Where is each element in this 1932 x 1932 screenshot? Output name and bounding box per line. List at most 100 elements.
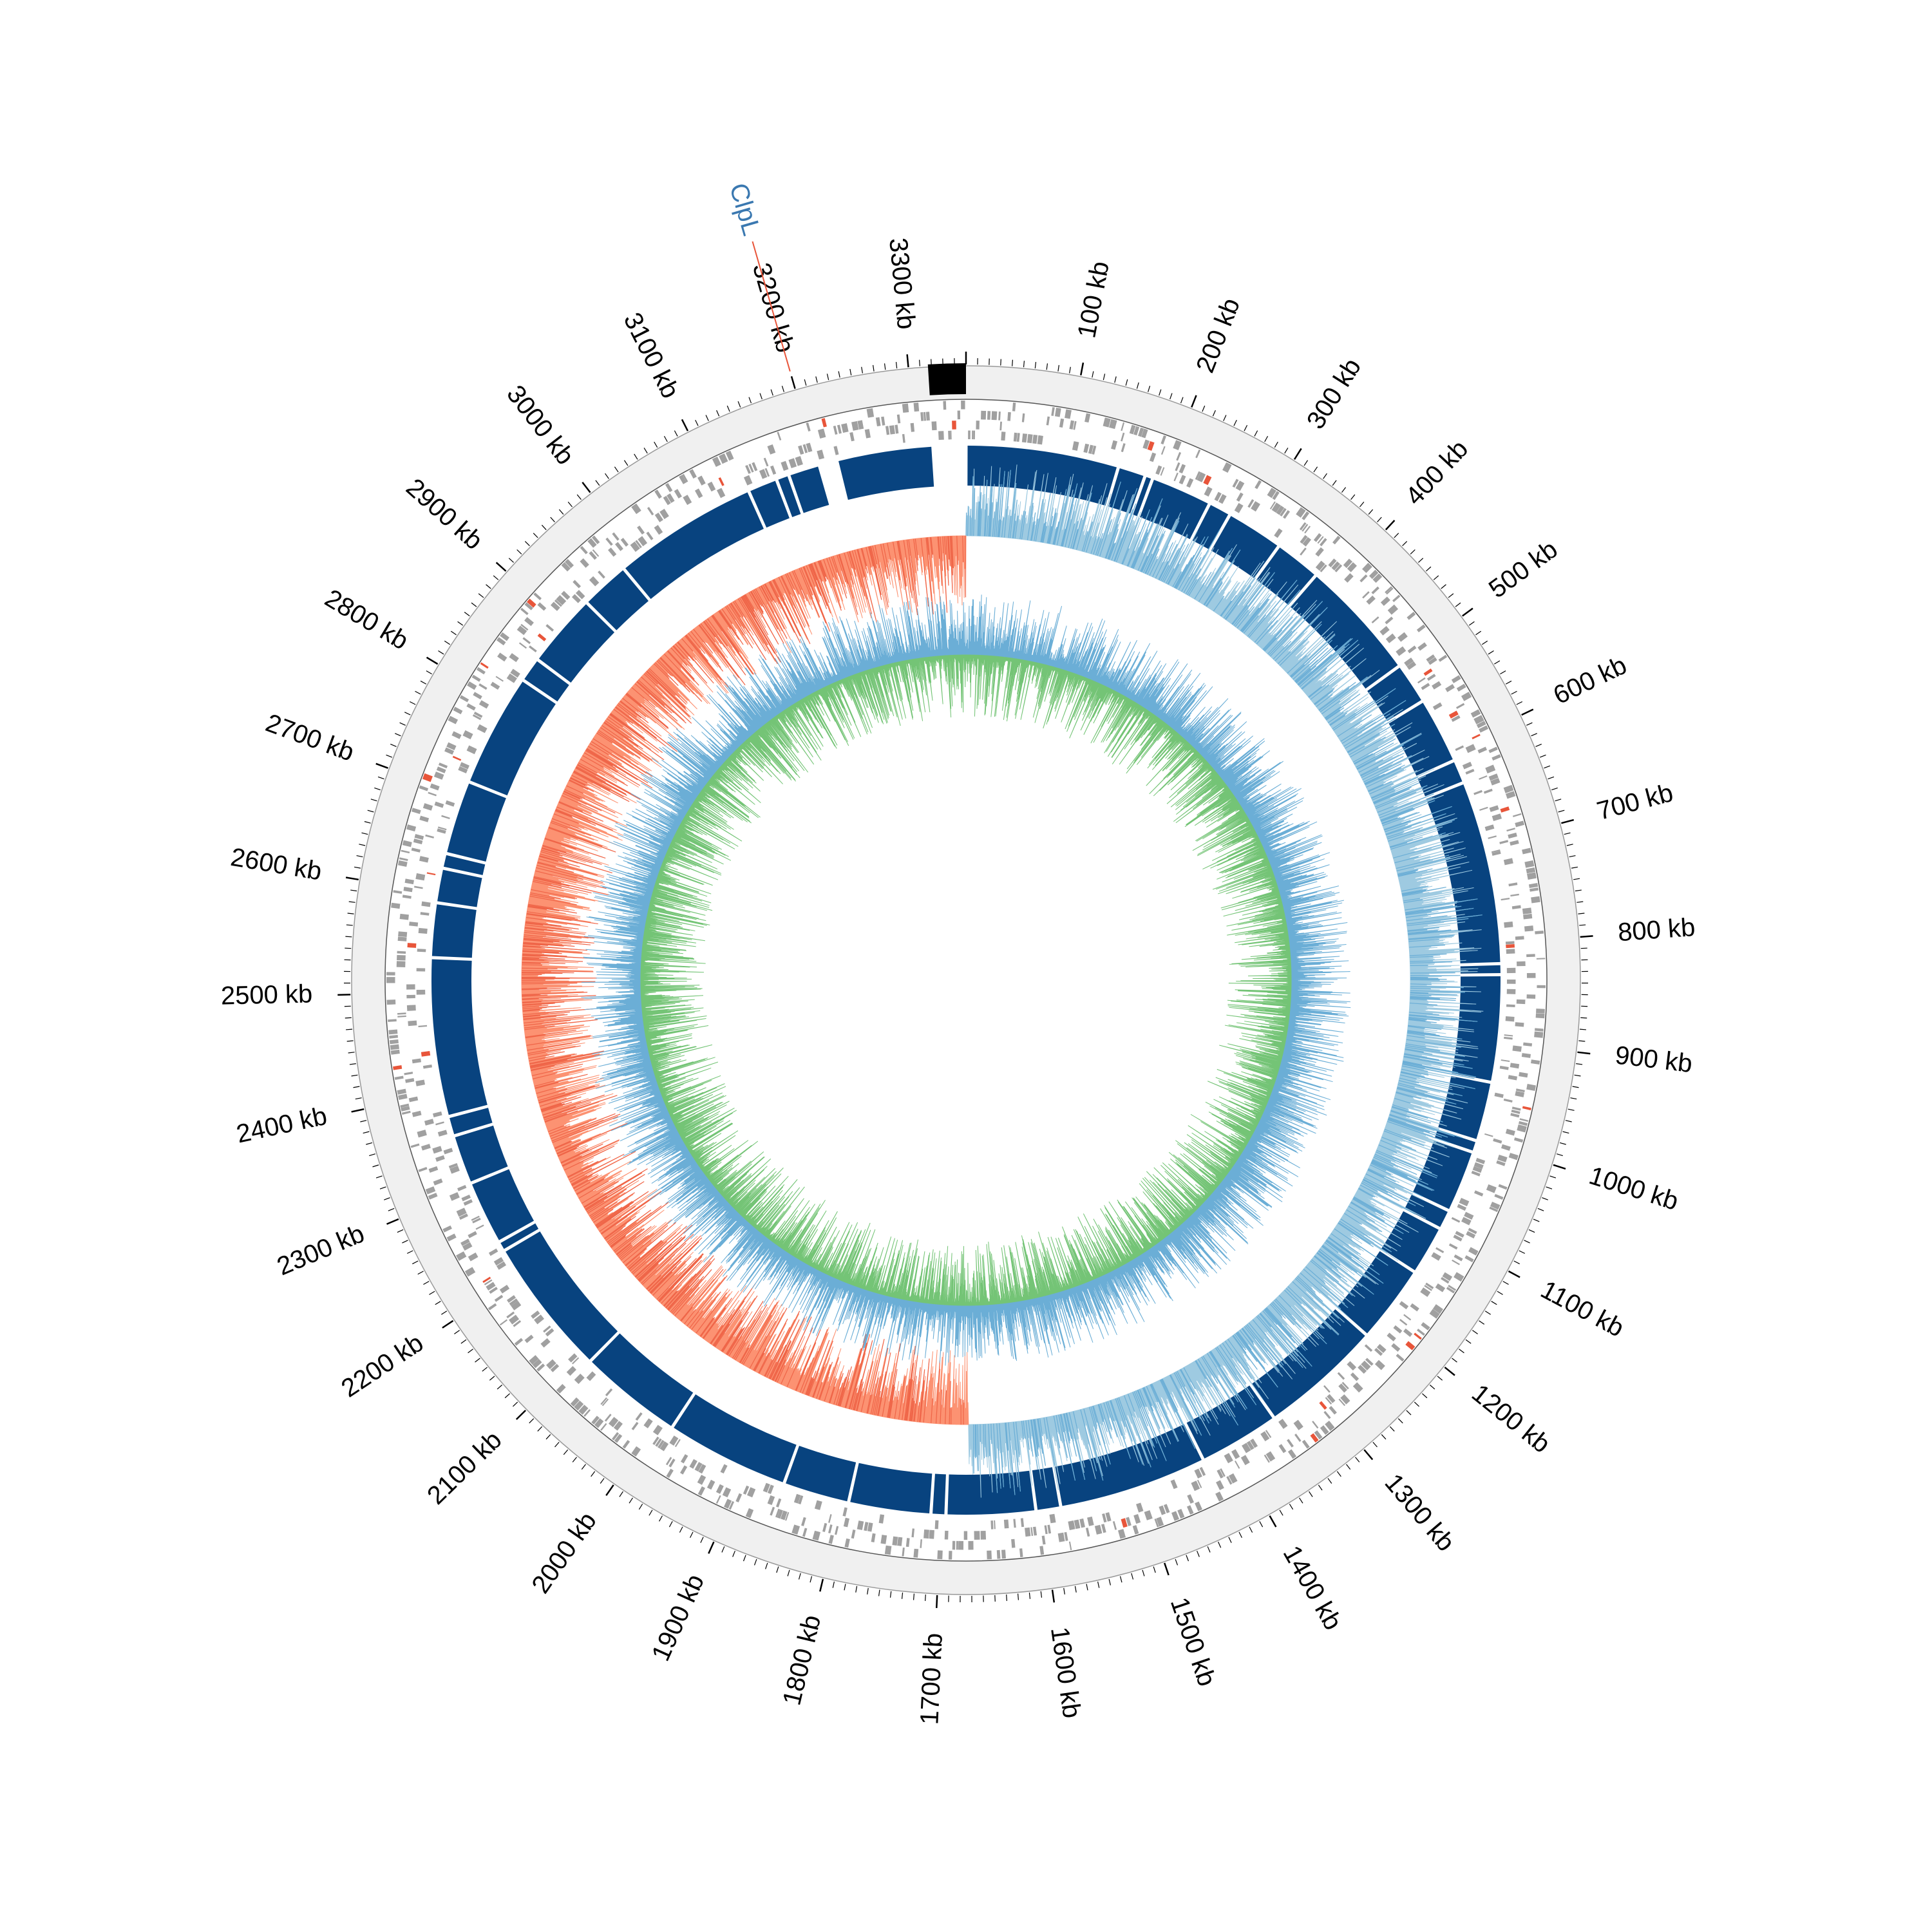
alignment-block (1367, 667, 1421, 721)
minor-tick (595, 480, 600, 486)
minor-tick (867, 1587, 869, 1595)
tick-label-3100: 3100 kb (618, 308, 685, 403)
gene-mark (828, 1535, 834, 1544)
minor-tick (1108, 1578, 1111, 1586)
gene-mark (1278, 1444, 1287, 1454)
minor-tick (1571, 866, 1578, 869)
alignment-block (506, 1231, 618, 1360)
alignment-block (470, 681, 556, 796)
minor-tick (659, 1515, 663, 1522)
gene-mark (1323, 1410, 1331, 1419)
gene-mark (1366, 595, 1376, 605)
gene-mark (472, 714, 482, 721)
gene-mark (536, 1363, 545, 1372)
minor-tick (776, 1566, 779, 1573)
gene-mark (631, 1421, 639, 1430)
gene-mark (1325, 1397, 1332, 1405)
minor-tick (619, 1491, 623, 1497)
gene-mark (1280, 507, 1287, 516)
gene-mark (842, 1507, 848, 1517)
gene-mark (397, 936, 407, 942)
gene-mark (509, 1314, 520, 1325)
gene-mark (1361, 1360, 1371, 1370)
gene-mark (459, 1213, 468, 1220)
gene-mark (412, 1110, 422, 1117)
gene-mark (1133, 426, 1140, 436)
gene-mark (516, 625, 527, 636)
gene-mark (1535, 1028, 1544, 1032)
minor-tick (529, 1418, 535, 1424)
gene-mark (575, 590, 585, 600)
minor-tick (1422, 1393, 1428, 1399)
tick-label-2600: 2600 kb (229, 843, 324, 886)
minor-tick (1528, 1229, 1535, 1233)
gene-mark (546, 1359, 556, 1370)
major-tick (1462, 607, 1473, 617)
alignment-block (524, 661, 569, 702)
gene-mark (394, 1075, 404, 1080)
gene-mark (1461, 692, 1472, 701)
gene-mark (1340, 1394, 1350, 1405)
minor-tick (384, 1197, 390, 1200)
major-tick (351, 1108, 365, 1113)
gene-mark (1386, 587, 1394, 595)
gene-mark (1452, 1259, 1460, 1265)
gene-mark (398, 1094, 408, 1101)
gene-mark (571, 594, 582, 603)
gene-mark (1068, 1520, 1075, 1530)
gene-mark (393, 1065, 402, 1070)
alignment-block (947, 1470, 1035, 1515)
gene-mark (1194, 1468, 1202, 1479)
minor-tick (781, 385, 784, 392)
minor-tick (861, 366, 863, 374)
minor-tick (1546, 1186, 1553, 1189)
gene-mark (386, 977, 395, 983)
gene-mark (902, 403, 909, 413)
minor-tick (1202, 405, 1206, 412)
minor-tick (475, 1358, 480, 1363)
gene-mark (1329, 1406, 1337, 1415)
gene-mark (725, 450, 734, 461)
gene-mark (424, 1119, 434, 1126)
gene-mark (446, 742, 457, 751)
gene-mark (401, 849, 410, 854)
gene-mark (1446, 1287, 1455, 1294)
gene-mark (1397, 632, 1408, 642)
minor-tick (415, 690, 421, 695)
gene-mark (445, 800, 455, 807)
gene-mark (1046, 416, 1050, 426)
gene-mark (486, 1282, 496, 1291)
gene-mark (416, 989, 426, 995)
gene-mark (987, 411, 991, 420)
gene-mark (520, 623, 529, 631)
minor-tick (374, 787, 381, 791)
minor-tick (895, 362, 898, 369)
gene-mark (1320, 564, 1327, 573)
gene-mark (489, 1287, 498, 1294)
minor-tick (406, 1250, 413, 1254)
gene-mark (974, 1531, 980, 1540)
gene-mark (1428, 657, 1437, 665)
minor-tick (1092, 371, 1094, 378)
gene-mark (659, 1441, 669, 1452)
gene-mark (1320, 1425, 1329, 1435)
minor-tick (1309, 1491, 1313, 1497)
gene-mark (929, 1530, 934, 1539)
minor-tick (605, 473, 609, 479)
gene-mark (723, 1499, 732, 1509)
gene-mark (1247, 499, 1255, 508)
gene-mark (1218, 494, 1227, 504)
minor-tick (1264, 435, 1269, 442)
gene-mark (999, 421, 1002, 431)
minor-tick (1452, 1358, 1457, 1363)
tick-label-2400: 2400 kb (234, 1102, 329, 1149)
minor-tick (497, 1385, 503, 1390)
minor-tick (348, 1052, 355, 1054)
gene-mark (1503, 784, 1514, 793)
gene-mark (397, 951, 406, 954)
gene-mark (389, 1039, 399, 1045)
gene-mark (608, 1417, 619, 1428)
gene-mark (654, 525, 663, 535)
gene-mark (484, 1279, 493, 1285)
gene-mark (1236, 492, 1244, 502)
